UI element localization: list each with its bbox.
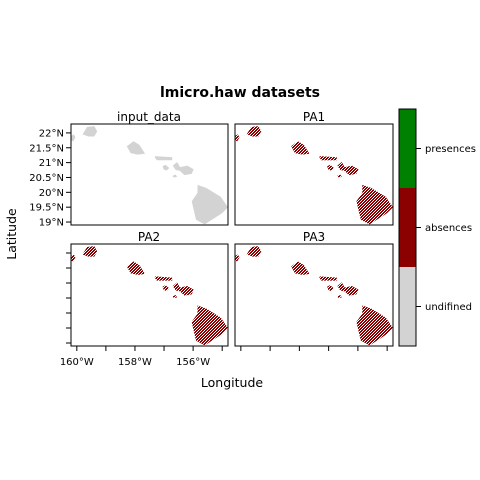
legend-border [398, 108, 417, 347]
island-hawaii [356, 184, 393, 225]
island-molokai [319, 156, 337, 161]
legend-label-undifined: undifined [425, 302, 472, 313]
island-niihau [71, 254, 76, 262]
panel-pa1 [234, 123, 394, 226]
panel-title-pa1: PA1 [303, 110, 325, 124]
y-axis: 19°N 19.5°N 20°N 20.5°N 21°N 21.5°N 22°N [29, 128, 71, 344]
island-hawaii [356, 305, 393, 346]
island-maui [172, 162, 194, 176]
panel-title-input-data: input_data [117, 110, 181, 124]
panel-frame [70, 123, 229, 226]
island-maui [337, 162, 359, 176]
legend: presences absences undifined [398, 108, 476, 347]
panel-title-pa3: PA3 [303, 230, 325, 244]
island-maui [172, 282, 194, 296]
y-tick-label: 22°N [39, 128, 64, 139]
island-kauai [246, 246, 262, 257]
panel-pa3 [234, 243, 394, 347]
island-hawaii [191, 184, 228, 225]
legend-label-absences: absences [425, 223, 472, 234]
y-tick-label: 21°N [39, 158, 64, 169]
island-kauai [82, 126, 98, 137]
island-niihau [235, 134, 240, 142]
panel-title-pa2: PA2 [138, 230, 160, 244]
island-molokai [319, 276, 337, 281]
y-tick-label: 20°N [39, 188, 64, 199]
legend-label-presences: presences [425, 144, 476, 155]
x-axis-label: Longitude [201, 375, 263, 390]
y-tick-label: 20.5°N [29, 173, 64, 184]
island-lanai [162, 285, 170, 292]
x-tick-label: 158°W [118, 357, 152, 368]
x-tick-label: 160°W [60, 357, 94, 368]
y-tick-label: 21.5°N [29, 143, 64, 154]
island-kahoolawe [172, 295, 178, 298]
island-oahu [126, 261, 146, 275]
y-axis-label: Latitude [4, 208, 19, 260]
island-kauai [82, 246, 98, 257]
island-oahu [291, 261, 310, 275]
legend-swatch-undifined [399, 267, 416, 346]
island-maui [337, 282, 359, 296]
panel-pa2 [70, 243, 229, 347]
legend-swatch-presences [399, 109, 416, 188]
island-kahoolawe [172, 174, 178, 178]
y-tick-label: 19°N [39, 218, 64, 229]
island-lanai [162, 164, 170, 171]
island-lanai [327, 164, 334, 171]
panel-frame [234, 123, 394, 226]
panel-input-data [70, 123, 229, 226]
island-niihau [235, 254, 240, 262]
island-hawaii [191, 305, 228, 346]
island-molokai [154, 276, 173, 281]
chart-title: lmicro.haw datasets [160, 85, 320, 101]
island-kahoolawe [336, 174, 342, 178]
y-tick-label: 19.5°N [29, 203, 64, 214]
island-kauai [246, 126, 262, 137]
island-niihau [71, 134, 76, 142]
island-molokai [154, 156, 173, 161]
island-lanai [327, 285, 334, 292]
island-oahu [126, 141, 146, 155]
panel-frame [70, 243, 229, 347]
x-axis: 160°W 158°W 156°W [60, 346, 388, 368]
legend-swatch-absences [399, 188, 416, 267]
island-oahu [291, 141, 310, 155]
x-tick-label: 156°W [176, 357, 210, 368]
panel-frame [234, 243, 394, 347]
island-kahoolawe [336, 295, 342, 298]
